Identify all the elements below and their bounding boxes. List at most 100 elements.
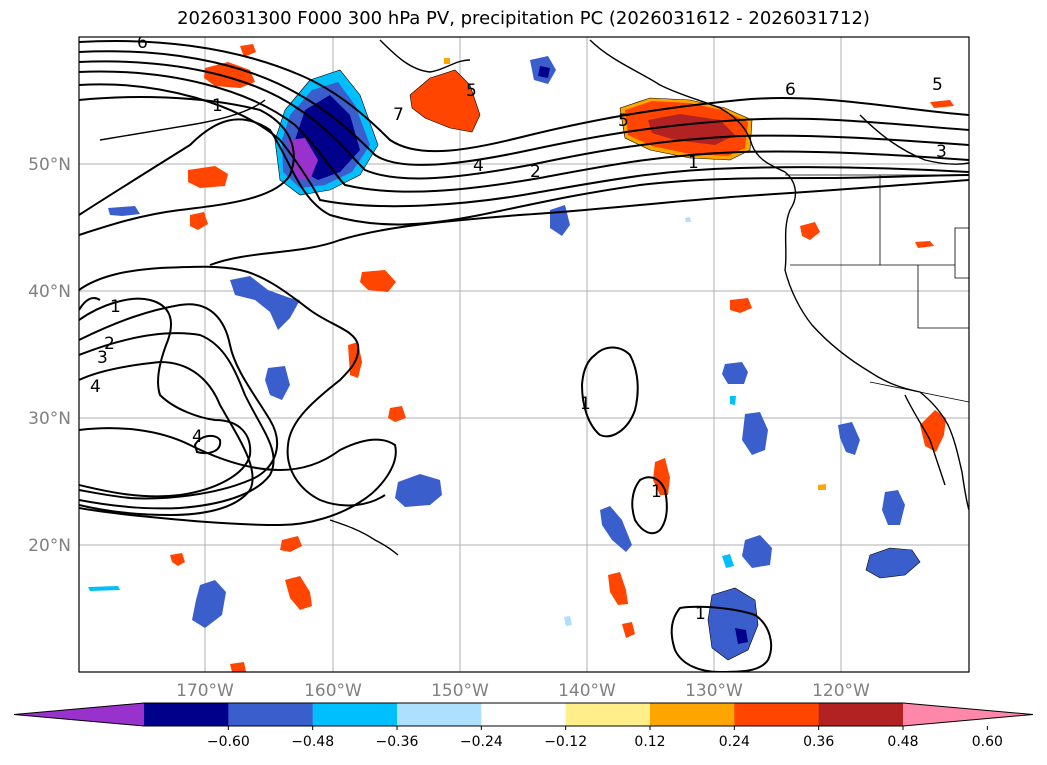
contour-label: 5 (618, 111, 629, 131)
colorbar-segment (734, 703, 820, 726)
lon-label: 160°W (304, 681, 362, 701)
contour-label: 7 (393, 105, 404, 125)
colorbar-tick-label: 0.48 (887, 734, 918, 750)
lat-label: 50°N (28, 155, 71, 175)
colorbar-tick-label: −0.24 (460, 734, 503, 750)
contour-label: 3 (97, 348, 108, 368)
lon-label: 140°W (558, 681, 616, 701)
precip-area (882, 490, 905, 525)
lon-label: 130°W (685, 681, 743, 701)
precip-area (735, 628, 748, 644)
contour-label: 4 (473, 156, 484, 176)
precip-area (108, 206, 140, 216)
precip-area (600, 506, 632, 552)
contour-label: 6 (137, 33, 148, 53)
precip-area (190, 212, 208, 230)
colorbar-segment (565, 703, 651, 726)
precip-area (608, 572, 628, 605)
precip-area (240, 44, 256, 57)
contour-label: 1 (110, 297, 121, 317)
colorbar-segment (650, 703, 735, 726)
longitude-labels: 170°W 160°W 150°W 140°W 130°W 120°W (176, 681, 870, 701)
precip-area (280, 536, 302, 552)
colorbar-tick-label: −0.48 (291, 734, 334, 750)
contour-label: 5 (466, 81, 477, 101)
contour-label: 1 (695, 604, 706, 624)
precip-area (920, 410, 946, 452)
colorbar-tick-label: 0.12 (634, 734, 665, 750)
colorbar-segment (818, 703, 904, 726)
colorbar: −0.60 −0.48 −0.36 −0.24 −0.12 0.12 0.24 0.36 0.4… (13, 702, 1034, 750)
precip-area (742, 535, 772, 568)
colorbar-segment (481, 703, 567, 726)
precip-area (88, 586, 120, 591)
precip-area (444, 58, 450, 64)
lat-label: 40°N (28, 282, 71, 302)
precip-area (930, 100, 954, 108)
precip-area (800, 222, 820, 240)
contour-label: 1 (212, 96, 223, 116)
lat-label: 30°N (28, 409, 71, 429)
lon-label: 170°W (176, 681, 234, 701)
contour-label: 1 (688, 153, 699, 173)
political-boundaries (785, 174, 969, 403)
precip-area (388, 406, 406, 422)
precip-area (360, 270, 396, 292)
colorbar-segment (397, 703, 482, 726)
precip-area (730, 298, 752, 313)
precip-outlines (274, 69, 921, 661)
precip-area (730, 396, 736, 405)
precip-area (915, 241, 934, 248)
map-title: 2026031300 F000 300 hPa PV, precipitatio… (177, 8, 870, 29)
lon-label: 120°W (812, 681, 870, 701)
precip-area (722, 362, 748, 384)
latitude-labels: 50°N 40°N 30°N 20°N (28, 155, 71, 556)
precip-area (230, 662, 246, 672)
colorbar-segment (228, 703, 314, 726)
precip-area (538, 66, 550, 78)
precip-area (818, 484, 826, 490)
lat-label: 20°N (28, 536, 71, 556)
contour-label: 3 (936, 142, 947, 162)
precip-area (410, 70, 480, 132)
precip-area (288, 138, 318, 180)
contour-labels: 6 1 7 5 4 2 5 1 6 5 3 1 2 3 4 1 1 4 1 (90, 33, 947, 624)
precip-area (564, 616, 572, 626)
colorbar-outline (13, 702, 1034, 727)
contour-label: 5 (932, 75, 943, 95)
contour-label: 6 (785, 80, 796, 100)
precip-area (230, 276, 300, 330)
contour-label: 1 (651, 482, 662, 502)
precip-area (192, 580, 226, 628)
contour-label: 4 (192, 427, 203, 447)
contour-label: 2 (104, 334, 115, 354)
colorbar-tick-label: −0.36 (376, 734, 419, 750)
precip-area (395, 474, 442, 507)
precip-area (722, 554, 734, 568)
precip-area (685, 217, 691, 222)
colorbar-segment (144, 703, 229, 726)
colorbar-tick-label: 0.36 (803, 734, 834, 750)
lon-label: 150°W (431, 681, 489, 701)
precip-area (188, 166, 228, 188)
precip-area (866, 548, 920, 578)
map-frame (78, 36, 970, 673)
precip-area (285, 576, 312, 610)
colorbar-tick-label: 0.60 (972, 734, 1003, 750)
precip-area (653, 458, 670, 495)
pv-contours (79, 39, 969, 672)
precip-area (265, 366, 290, 400)
contour-label: 4 (90, 377, 101, 397)
colorbar-tick-label: 0.24 (719, 734, 750, 750)
precip-negative-areas (88, 56, 920, 660)
colorbar-extend-low (14, 703, 144, 726)
precip-area (838, 422, 860, 455)
coastlines (99, 39, 969, 556)
map-background (79, 37, 969, 672)
colorbar-tick-label: −0.12 (544, 734, 587, 750)
colorbar-extend-high (903, 703, 1033, 726)
colorbar-segment (312, 703, 398, 726)
precip-area (742, 412, 768, 455)
precip-area (622, 622, 635, 638)
